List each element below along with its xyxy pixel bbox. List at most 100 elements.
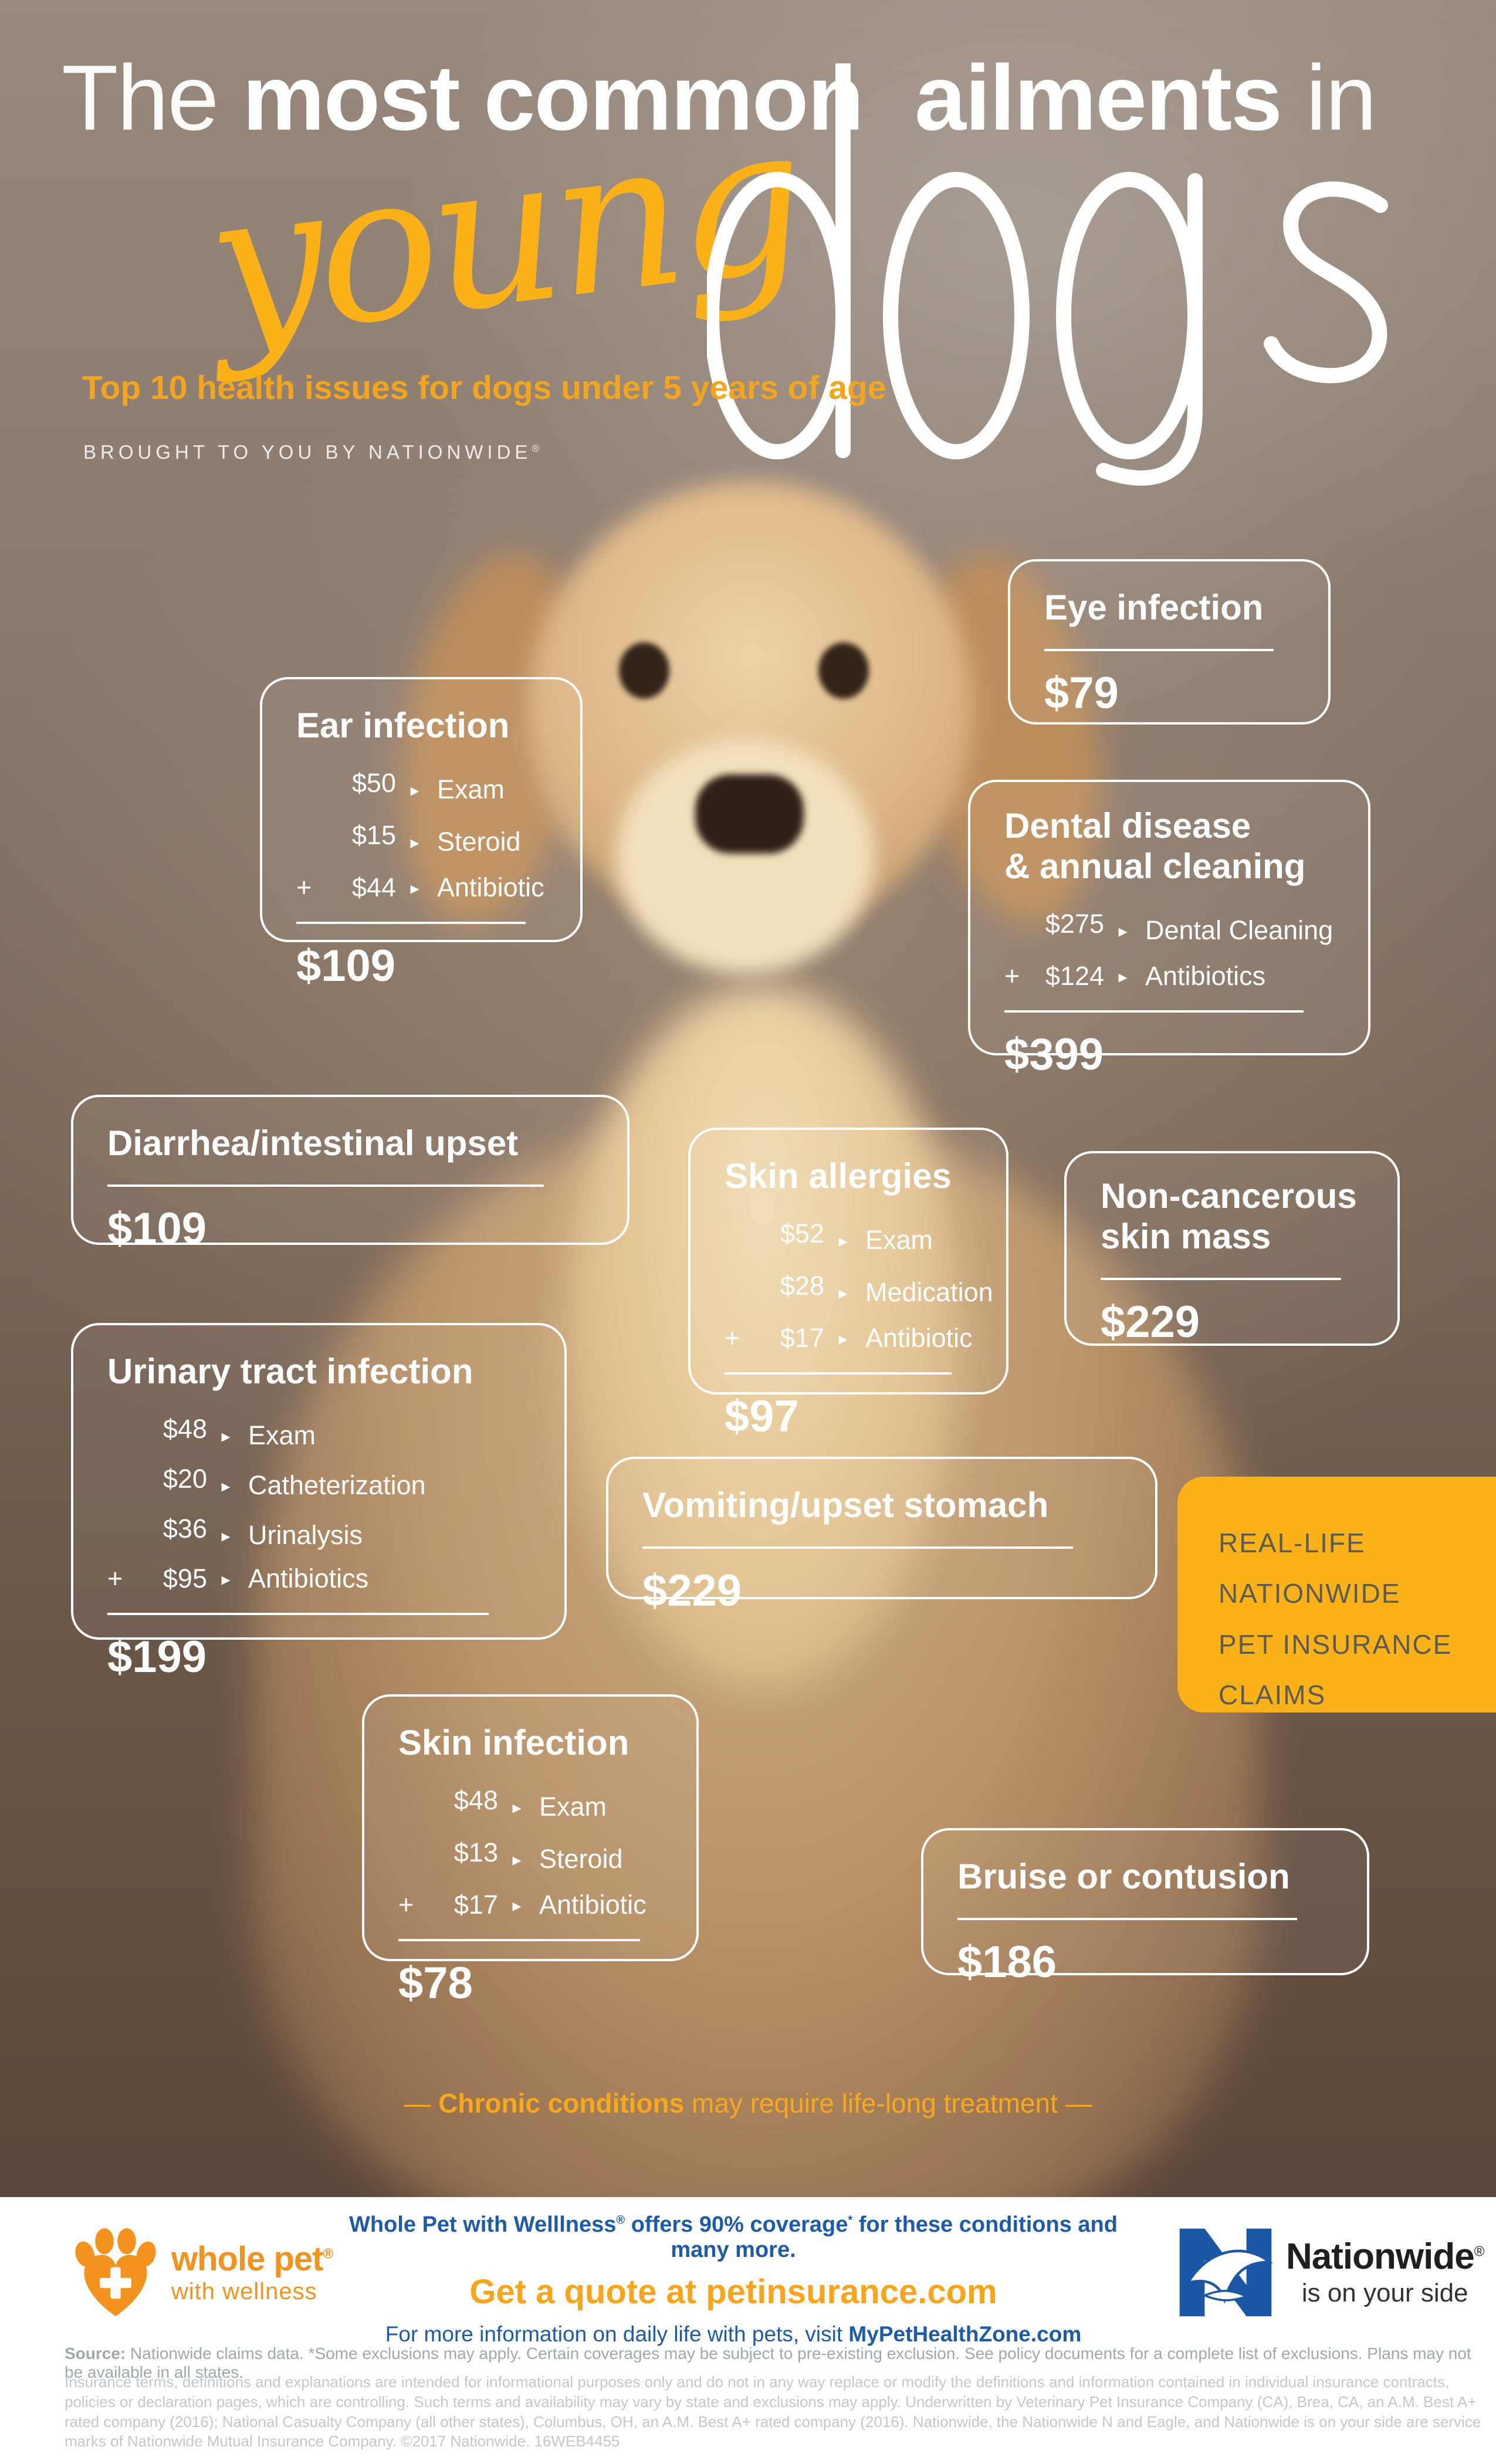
item-amount: $17 — [780, 1323, 824, 1353]
ailment-title: Vomiting/upset stomach — [642, 1485, 1049, 1525]
arrow-icon: ▸ — [838, 1284, 848, 1303]
item-amount: $52 — [780, 1219, 824, 1248]
ailment-title: Dental disease & annual cleaning — [1004, 806, 1306, 886]
ailment-total: $199 — [107, 1632, 207, 1682]
puppy-eye-left — [619, 642, 669, 699]
info-line: For more information on daily life with … — [385, 2322, 1082, 2346]
item-label: Catheterization — [248, 1470, 426, 1500]
arrow-icon: ▸ — [838, 1231, 848, 1251]
item-amount: $28 — [780, 1271, 824, 1301]
item-label: Medication — [865, 1277, 993, 1307]
ailment-total: $399 — [1004, 1030, 1104, 1079]
ailment-title: Bruise or contusion — [957, 1857, 1290, 1896]
ailment-box: Skin infection $48 ▸ Exam $13 ▸ Steroid + $17 ▸ A… — [362, 1694, 699, 2008]
ailment-box: Dental disease & annual cleaning $275 ▸ De… — [968, 780, 1370, 1079]
claims-line: NATIONWIDE — [1219, 1578, 1401, 1609]
item-price: $36 — [107, 1514, 207, 1544]
title-bold-2: ailments — [914, 46, 1282, 150]
ailment-items: $48 ▸ Exam $13 ▸ Steroid + $17 ▸ Antibiotic — [398, 1785, 673, 1920]
item-amount: $15 — [351, 820, 396, 850]
whole-pet-tagline: with wellness — [171, 2279, 317, 2304]
ailment-total: $229 — [1101, 1297, 1200, 1347]
plus-sign: + — [1004, 961, 1020, 991]
ailment-box: Skin allergies $52 ▸ Exam $28 ▸ Medication + $1… — [688, 1128, 1008, 1441]
ailment-title: Urinary tract infection — [107, 1352, 473, 1391]
ailment-box: Urinary tract infection $48 ▸ Exam $20 ▸ Cath… — [71, 1323, 567, 1682]
item-amount: $48 — [453, 1785, 498, 1815]
ailment-title: Skin allergies — [725, 1156, 952, 1196]
whole-pet-name: whole pet® — [171, 2240, 333, 2278]
cost-item: + $17 ▸ Antibiotic — [725, 1323, 983, 1353]
arrow-icon: ▸ — [512, 1850, 522, 1870]
cost-item: $15 ▸ Steroid — [296, 820, 557, 857]
nationwide-logo-text: Nationwide® is on your side — [1286, 2236, 1484, 2308]
item-price: + $95 — [107, 1563, 207, 1594]
item-price: $50 — [296, 768, 396, 798]
arrow-icon: ▸ — [512, 1896, 522, 1915]
ailment-box: Non-cancerous skin mass $229 — [1064, 1151, 1400, 1347]
item-label: Antibiotics — [1145, 961, 1266, 991]
arrow-icon: ▸ — [512, 1798, 522, 1817]
item-price: + $17 — [398, 1890, 498, 1920]
cost-item: $48 ▸ Exam — [107, 1414, 541, 1451]
ailment-total: $186 — [957, 1937, 1057, 1987]
item-price: + $17 — [725, 1323, 824, 1353]
legal-disclaimer: Insurance terms, definitions and explana… — [65, 2373, 1481, 2451]
whole-pet-logo-text: whole pet® with wellness — [171, 2239, 333, 2305]
total-divider — [1044, 649, 1274, 651]
cost-item: $48 ▸ Exam — [398, 1785, 673, 1822]
total-divider — [398, 1939, 640, 1941]
item-price: $20 — [107, 1464, 207, 1494]
item-label: Antibiotic — [865, 1323, 973, 1353]
cost-item: + $44 ▸ Antibiotic — [296, 872, 557, 903]
chronic-dash-right: — — [1065, 2088, 1092, 2118]
cost-item: $52 ▸ Exam — [725, 1219, 983, 1255]
chronic-bold: Chronic conditions — [438, 2088, 685, 2118]
mypethealthzone-link-text: MyPetHealthZone.com — [848, 2322, 1082, 2346]
ailment-total: $229 — [642, 1566, 742, 1616]
item-label: Exam — [539, 1792, 607, 1822]
cost-item: $20 ▸ Catheterization — [107, 1464, 541, 1501]
coverage-line: Whole Pet with Welllness® offers 90% cov… — [349, 2212, 1118, 2262]
ailment-box: Diarrhea/intestinal upset $109 — [71, 1095, 629, 1254]
item-label: Exam — [865, 1225, 933, 1255]
claims-line: PET INSURANCE — [1219, 1629, 1453, 1660]
total-divider — [725, 1372, 952, 1375]
title-light-2: in — [1281, 46, 1377, 150]
total-divider — [296, 922, 526, 924]
arrow-icon: ▸ — [410, 879, 419, 898]
total-divider — [107, 1613, 489, 1615]
total-divider — [957, 1918, 1298, 1920]
item-label: Antibiotic — [539, 1890, 647, 1920]
ailment-title: Ear infection — [296, 706, 510, 745]
item-label: Dental Cleaning — [1145, 915, 1333, 945]
nationwide-tagline: is on your side — [1301, 2279, 1468, 2307]
item-amount: $124 — [1045, 961, 1104, 991]
ailment-title: Eye infection — [1044, 588, 1264, 627]
cost-item: $50 ▸ Exam — [296, 768, 557, 805]
claims-callout: REAL-LIFE NATIONWIDE PET INSURANCE CLAIM… — [1177, 1477, 1496, 1712]
get-quote-cta: Get a quote at petinsurance.com — [469, 2273, 997, 2311]
item-amount: $275 — [1045, 909, 1104, 939]
reg-mark: ® — [616, 2213, 625, 2227]
item-amount: $20 — [163, 1464, 207, 1494]
claims-line: CLAIMS — [1219, 1680, 1326, 1711]
source-line: Source: Nationwide claims data. *Some ex… — [65, 2344, 1471, 2381]
item-amount: $95 — [163, 1563, 207, 1593]
item-price: $28 — [725, 1271, 824, 1301]
chronic-dash-left: — — [404, 2088, 439, 2118]
item-price: $275 — [1004, 909, 1104, 939]
footer-bar: whole pet® with wellness Whole Pet with … — [0, 2197, 1496, 2464]
plus-sign: + — [107, 1563, 123, 1593]
byline-text: BROUGHT TO YOU BY NATIONWIDE — [83, 441, 532, 463]
item-label: Exam — [248, 1420, 316, 1450]
arrow-icon: ▸ — [221, 1427, 231, 1446]
item-amount: $17 — [453, 1890, 498, 1920]
cost-item: + $95 ▸ Antibiotics — [107, 1563, 541, 1594]
ailment-total: $78 — [398, 1958, 473, 2008]
ailment-box: Vomiting/upset stomach $229 — [606, 1457, 1157, 1616]
total-divider — [107, 1184, 544, 1187]
byline: BROUGHT TO YOU BY NATIONWIDE® — [83, 441, 543, 463]
arrow-icon: ▸ — [221, 1570, 231, 1589]
